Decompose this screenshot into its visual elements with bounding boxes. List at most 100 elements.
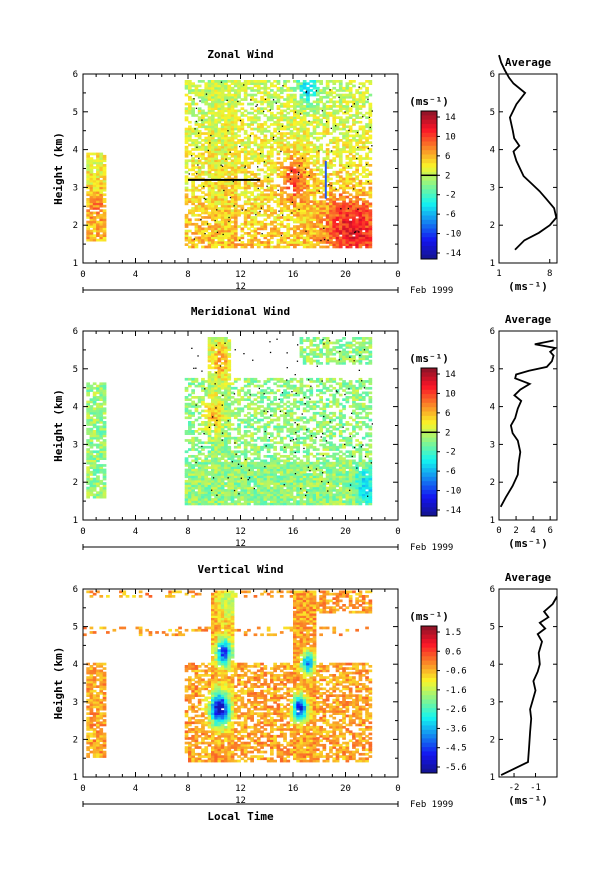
heatmap-cell xyxy=(217,89,222,92)
heatmap-cell xyxy=(92,186,97,190)
heatmap-cell xyxy=(335,109,340,113)
heatmap-cell xyxy=(207,343,212,347)
heatmap-cell xyxy=(299,123,304,126)
heatmap-cell xyxy=(99,455,104,458)
heatmap-cell xyxy=(283,207,287,210)
heatmap-cell xyxy=(99,170,104,174)
heatmap-cell xyxy=(243,500,248,503)
heatmap-cell xyxy=(197,384,202,388)
heatmap-cell xyxy=(345,207,350,210)
heatmap-cell xyxy=(279,207,284,210)
heatmap-cell xyxy=(211,493,215,497)
heatmap-cell xyxy=(184,148,189,151)
heatmap-cell xyxy=(217,464,222,467)
heatmap-cell xyxy=(253,116,258,119)
heatmap-cell xyxy=(309,213,314,217)
heatmap-cell xyxy=(214,159,218,163)
heatmap-cell xyxy=(316,225,320,228)
heatmap-cell xyxy=(233,380,238,383)
heatmap-cell xyxy=(197,416,202,420)
heatmap-cell xyxy=(260,82,264,85)
heatmap-cell xyxy=(368,109,373,113)
heatmap-cell xyxy=(352,136,356,140)
heatmap-cell xyxy=(306,148,310,151)
heatmap-cell xyxy=(96,389,100,392)
heatmap-cell xyxy=(368,182,373,185)
heatmap-cell xyxy=(329,114,333,117)
heatmap-cell xyxy=(191,455,195,458)
heatmap-cell xyxy=(188,500,192,503)
heatmap-cell xyxy=(322,161,327,165)
heatmap-cell xyxy=(102,398,107,401)
heatmap-cell xyxy=(217,477,222,481)
heatmap-cell xyxy=(260,384,264,388)
heatmap-cell xyxy=(309,80,314,83)
heatmap-cell xyxy=(224,352,228,356)
heatmap-cell xyxy=(253,218,258,222)
heatmap-cell xyxy=(214,118,218,122)
heatmap-cell xyxy=(224,145,228,149)
heatmap-cell xyxy=(214,448,218,451)
heatmap-cell xyxy=(256,461,261,465)
heatmap-cell xyxy=(243,498,248,501)
heatmap-cell xyxy=(266,109,271,113)
heatmap-cell xyxy=(197,209,202,212)
heatmap-cell xyxy=(243,491,248,494)
heatmap-cell xyxy=(233,114,238,117)
heatmap-cell xyxy=(197,198,202,201)
heatmap-cell xyxy=(227,362,232,365)
heatmap-cell xyxy=(365,157,369,160)
heatmap-cell xyxy=(214,173,218,176)
heatmap-cell xyxy=(243,170,248,174)
heatmap-cell xyxy=(299,182,304,185)
heatmap-cell xyxy=(266,86,271,90)
heatmap-cell xyxy=(230,236,235,240)
heatmap-cell xyxy=(335,152,340,156)
heatmap-cell xyxy=(260,439,264,442)
heatmap-cell xyxy=(296,100,300,104)
heatmap-cell xyxy=(306,213,310,217)
heatmap-cell xyxy=(197,479,202,483)
heatmap-cell xyxy=(247,222,251,226)
heatmap-cell xyxy=(96,159,100,163)
heatmap-cell xyxy=(312,209,317,212)
heatmap-cell xyxy=(214,482,218,485)
heatmap-cell xyxy=(201,89,205,92)
y-tick-label: 5 xyxy=(73,108,78,118)
contour-speck xyxy=(222,233,224,236)
heatmap-cell xyxy=(197,116,202,119)
heatmap-cell xyxy=(224,473,228,476)
heatmap-cell xyxy=(332,209,337,212)
heatmap-cell xyxy=(102,495,107,499)
heatmap-cell xyxy=(256,493,261,497)
heatmap-cell xyxy=(296,238,300,242)
heatmap-cell xyxy=(270,168,274,172)
heatmap-cell xyxy=(253,232,258,235)
colorbar-segment xyxy=(421,215,437,221)
heatmap-cell xyxy=(316,207,320,210)
heatmap-cell xyxy=(263,129,268,133)
heatmap-cell xyxy=(273,186,277,190)
heatmap-cell xyxy=(296,132,300,135)
heatmap-cell xyxy=(99,179,104,183)
heatmap-cell xyxy=(342,191,346,194)
heatmap-cell xyxy=(358,184,363,188)
heatmap-cell xyxy=(319,179,323,183)
heatmap-cell xyxy=(312,118,317,122)
heatmap-cell xyxy=(204,91,209,95)
heatmap-cell xyxy=(240,489,245,492)
heatmap-cell xyxy=(89,457,94,460)
heatmap-cell xyxy=(368,80,373,83)
heatmap-cell xyxy=(243,484,248,488)
heatmap-cell xyxy=(279,89,284,92)
heatmap-cell xyxy=(102,238,107,242)
heatmap-cell xyxy=(204,120,209,124)
heatmap-cell xyxy=(194,200,199,203)
contour-speck xyxy=(299,113,302,115)
heatmap-cell xyxy=(184,389,189,392)
heatmap-cell xyxy=(243,91,248,95)
heatmap-cell xyxy=(233,100,238,104)
heatmap-cell xyxy=(227,402,232,406)
heatmap-cell xyxy=(283,216,287,219)
heatmap-cell xyxy=(250,445,254,449)
